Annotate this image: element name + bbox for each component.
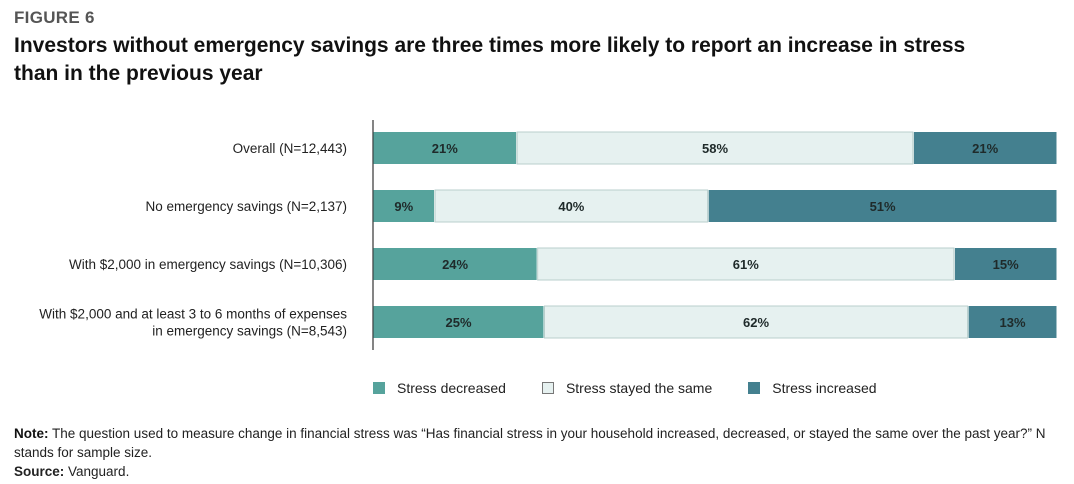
bar-segment-decreased [373,132,517,164]
category-label: No emergency savings (N=2,137) [146,199,347,214]
bar-segment-increased [954,248,1057,280]
chart-title: Investors without emergency savings are … [14,34,966,85]
legend-label-increased: Stress increased [772,380,877,396]
legend-swatch-increased [748,382,761,394]
legend-item-decreased: Stress decreased [373,380,506,396]
data-label-decreased: 9% [394,199,413,214]
data-label-decreased: 21% [432,141,458,156]
data-label-same: 58% [702,141,728,156]
bar-segment-same [434,189,709,223]
category-label: With $2,000 and at least 3 to 6 months o… [39,307,347,339]
legend-label-decreased: Stress decreased [397,380,506,396]
source-label: Source: [14,464,65,479]
data-label-increased: 15% [993,257,1019,272]
bar-segment-increased [708,190,1057,222]
note-text: The question used to measure change in f… [14,426,1046,460]
data-label-increased: 21% [972,141,998,156]
data-label-decreased: 24% [442,257,468,272]
category-label-line: With $2,000 in emergency savings (N=10,3… [69,257,347,272]
legend-swatch-same [541,382,554,394]
bar-segment-same [516,131,914,165]
legend-label-same: Stress stayed the same [565,380,713,396]
data-label-same: 62% [743,315,769,330]
data-label-same: 40% [558,199,584,214]
category-label-line: in emergency savings (N=8,543) [152,324,347,339]
bar-segment-decreased [373,306,544,338]
figure-label: FIGURE 6 [14,8,95,27]
data-label-increased: 13% [1000,315,1026,330]
bar-segment-decreased [373,248,537,280]
chart-source: Source: Vanguard. [14,464,129,479]
legend-item-increased: Stress increased [748,380,877,396]
data-label-decreased: 25% [445,315,471,330]
bar-segment-same [544,305,969,339]
bar-segment-increased [968,306,1057,338]
bar-segment-increased [913,132,1057,164]
data-label-same: 61% [733,257,759,272]
note-label: Note: [14,426,49,441]
bar-segment-same [537,247,955,281]
chart-note: Note: The question used to measure chang… [14,424,1064,462]
data-label-increased: 51% [870,199,896,214]
legend: Stress decreased Stress stayed the same … [373,380,913,396]
stacked-bar-chart: Overall (N=12,443) 21% 58% 21% No emergency … [39,120,1057,350]
category-label: With $2,000 in emergency savings (N=10,3… [69,257,347,272]
category-label-line: No emergency savings (N=2,137) [146,199,347,214]
category-label-line: With $2,000 and at least 3 to 6 months o… [39,307,347,322]
category-label: Overall (N=12,443) [233,141,347,156]
bar-segment-decreased [373,190,435,222]
legend-swatch-decreased [373,382,385,394]
legend-item-same: Stress stayed the same [541,380,713,396]
category-label-line: Overall (N=12,443) [233,141,347,156]
source-text: Vanguard. [64,464,130,479]
